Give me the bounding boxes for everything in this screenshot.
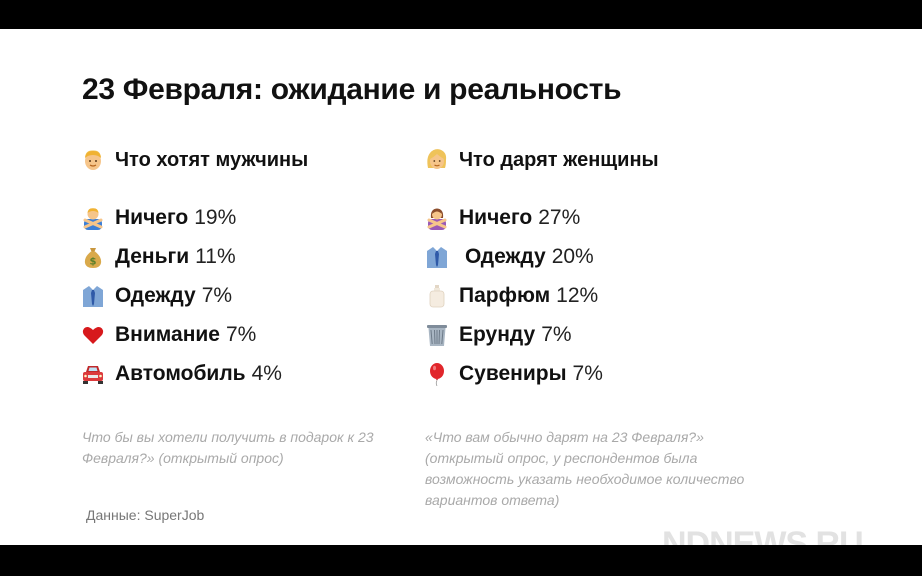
- wastebasket-icon: [424, 323, 450, 347]
- men-heading: Что хотят мужчины: [80, 146, 410, 174]
- women-list: Ничего 27% Одежду 20%: [424, 198, 754, 393]
- list-item: Ничего 27%: [424, 198, 754, 237]
- item-label: Парфюм: [459, 283, 551, 307]
- list-item: Автомобиль 4%: [80, 354, 410, 393]
- item-label: Автомобиль: [115, 361, 246, 385]
- list-item: Парфюм 12%: [424, 276, 754, 315]
- item-label: Ничего: [115, 205, 189, 229]
- item-value: 7%: [572, 361, 603, 385]
- shirt-tie-icon: [424, 245, 450, 269]
- man-face-icon: [80, 148, 106, 172]
- women-survey-note: «Что вам обычно дарят на 23 Февраля?» (о…: [425, 429, 745, 508]
- slide: 23 Февраля: ожидание и реальность Что хо…: [0, 29, 922, 545]
- men-column: Что хотят мужчины Ничего 19%: [80, 146, 410, 393]
- item-value: 19%: [194, 205, 237, 229]
- men-list: Ничего 19% $ Деньги 11%: [80, 198, 410, 393]
- perfume-bottle-icon: [424, 284, 450, 308]
- item-label: Внимание: [115, 322, 220, 346]
- woman-crossed-arms-icon: [424, 206, 450, 230]
- item-value: 7%: [201, 283, 233, 307]
- item-label: Одежду: [115, 283, 196, 307]
- list-item: Ничего 19%: [80, 198, 410, 237]
- item-value: 20%: [551, 244, 594, 268]
- balloon-icon: [424, 362, 450, 386]
- woman-face-icon: [424, 148, 450, 172]
- men-heading-text: Что хотят мужчины: [115, 148, 309, 171]
- list-item: Одежду 20%: [424, 237, 754, 276]
- item-value: 11%: [195, 244, 236, 268]
- item-value: 12%: [556, 283, 599, 307]
- men-survey-note: Что бы вы хотели получить в подарок к 23…: [82, 429, 374, 466]
- svg-text:$: $: [90, 256, 97, 267]
- watermark: NDNEWS.RU: [662, 525, 864, 545]
- item-value: 27%: [538, 205, 581, 229]
- shirt-tie-icon: [80, 284, 106, 308]
- item-value: 7%: [225, 322, 257, 346]
- list-item: Ерунду 7%: [424, 315, 754, 354]
- item-label: Сувениры: [459, 361, 567, 385]
- item-label: Ерунду: [459, 322, 536, 346]
- women-column: Что дарят женщины Ничего 27%: [424, 146, 754, 393]
- slide-title: 23 Февраля: ожидание и реальность: [82, 73, 622, 106]
- red-heart-icon: [80, 323, 106, 347]
- item-label: Ничего: [459, 205, 533, 229]
- women-heading: Что дарят женщины: [424, 146, 754, 174]
- car-icon: [80, 362, 106, 386]
- list-item: $ Деньги 11%: [80, 237, 410, 276]
- list-item: Сувениры 7%: [424, 354, 754, 393]
- data-source: Данные: SuperJob: [86, 507, 205, 523]
- women-heading-text: Что дарят женщины: [459, 148, 659, 171]
- item-value: 4%: [251, 361, 282, 385]
- item-label: Деньги: [115, 244, 190, 268]
- list-item: Одежду 7%: [80, 276, 410, 315]
- person-crossed-arms-icon: [80, 206, 106, 230]
- money-bag-icon: $: [80, 245, 106, 269]
- item-label: Одежду: [465, 244, 546, 268]
- list-item: Внимание 7%: [80, 315, 410, 354]
- item-value: 7%: [541, 322, 572, 346]
